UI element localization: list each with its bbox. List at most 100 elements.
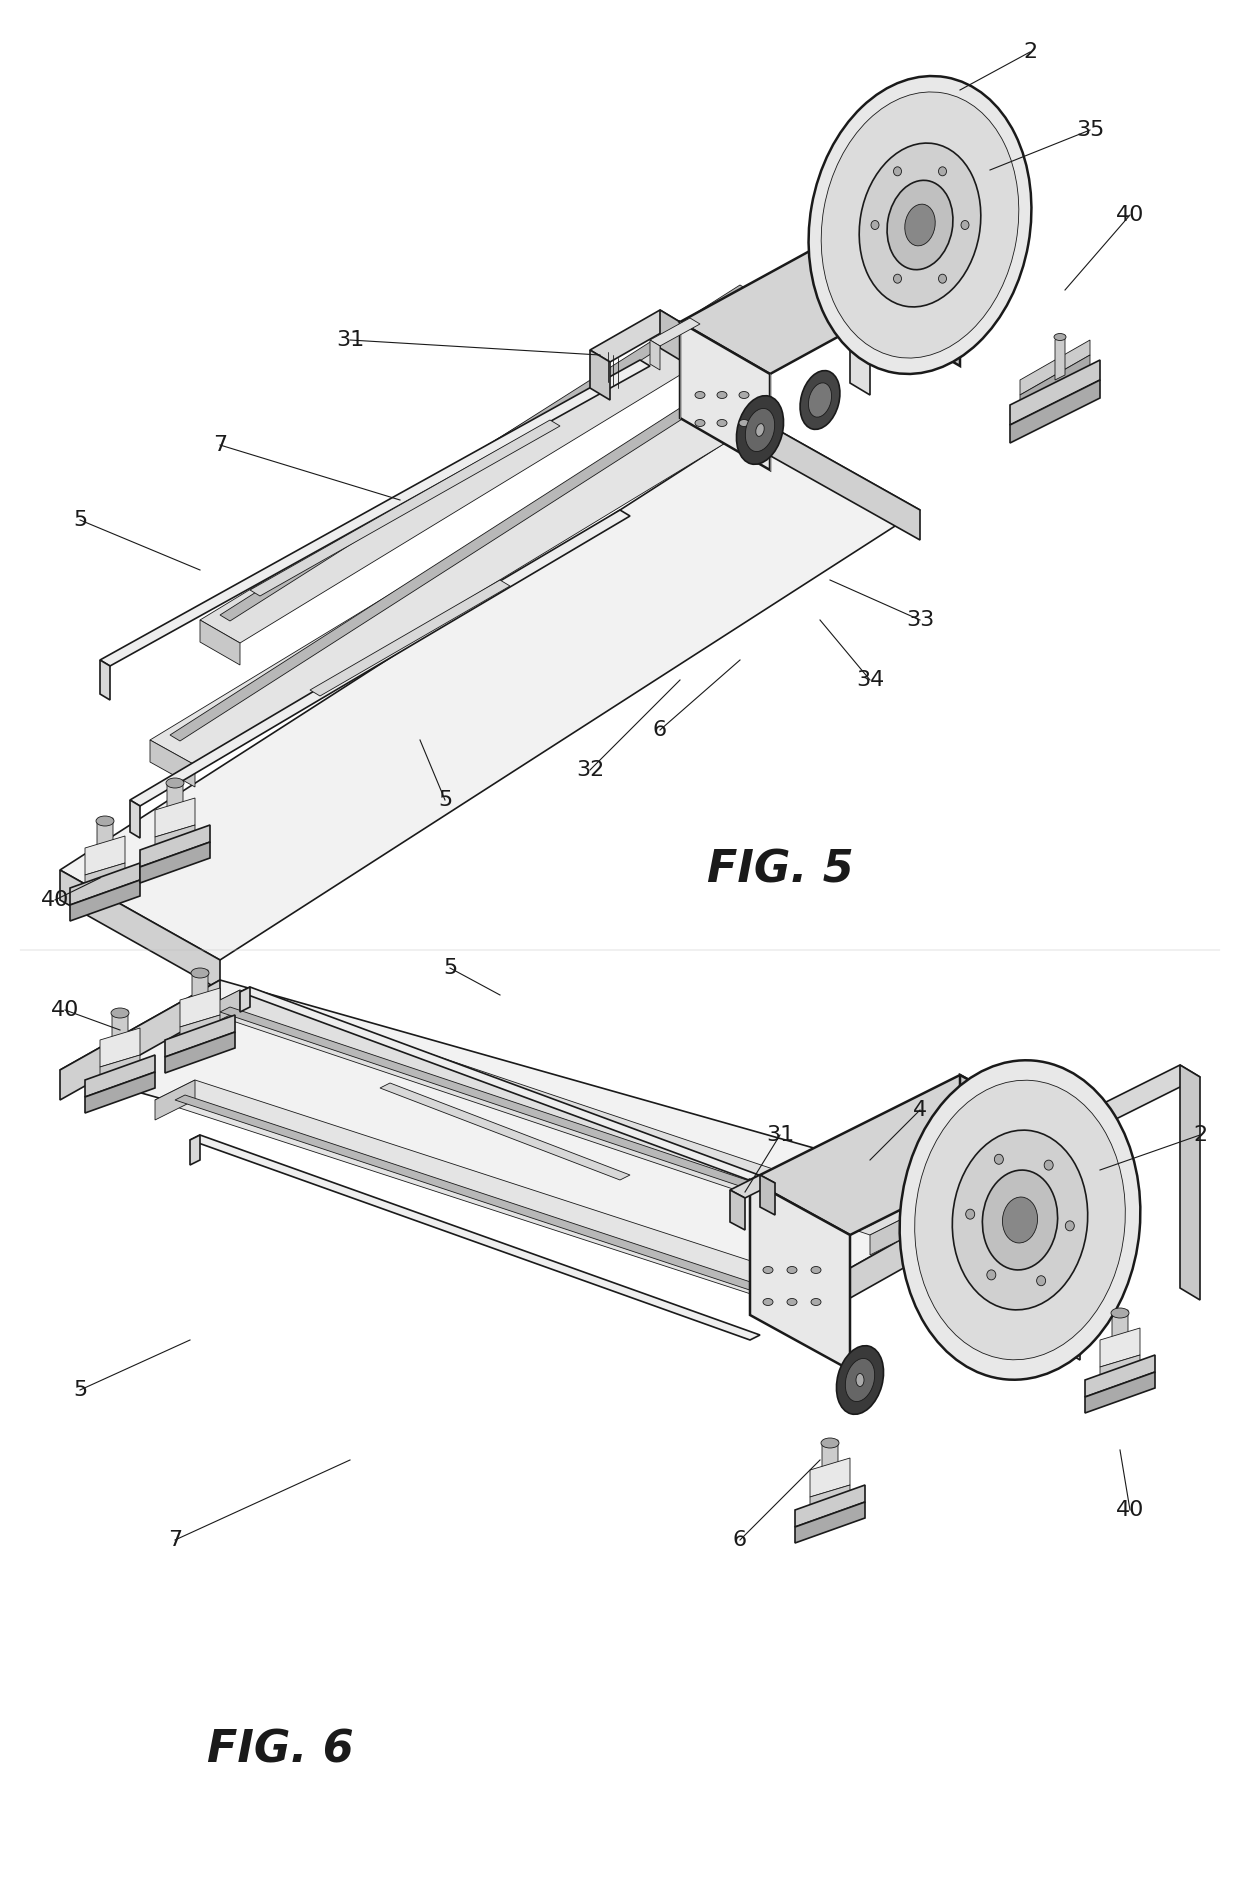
Polygon shape bbox=[750, 1075, 1060, 1235]
Polygon shape bbox=[730, 1174, 775, 1199]
Text: 34: 34 bbox=[856, 670, 884, 691]
Polygon shape bbox=[870, 219, 960, 365]
Ellipse shape bbox=[808, 76, 1032, 375]
Polygon shape bbox=[250, 421, 560, 596]
Polygon shape bbox=[69, 862, 140, 906]
Polygon shape bbox=[795, 1501, 866, 1543]
Polygon shape bbox=[760, 1174, 775, 1214]
Polygon shape bbox=[650, 341, 660, 369]
Polygon shape bbox=[241, 988, 250, 1012]
Ellipse shape bbox=[846, 1359, 874, 1401]
Ellipse shape bbox=[745, 409, 775, 451]
Ellipse shape bbox=[900, 1060, 1141, 1380]
Ellipse shape bbox=[915, 1081, 1126, 1361]
Text: 35: 35 bbox=[1076, 120, 1104, 141]
Text: 5: 5 bbox=[73, 1380, 87, 1401]
Ellipse shape bbox=[966, 1208, 975, 1220]
Polygon shape bbox=[97, 818, 113, 853]
Ellipse shape bbox=[905, 204, 935, 245]
Polygon shape bbox=[379, 1083, 630, 1180]
Polygon shape bbox=[1055, 335, 1065, 381]
Polygon shape bbox=[60, 980, 219, 1100]
Polygon shape bbox=[100, 660, 110, 700]
Ellipse shape bbox=[763, 1267, 773, 1273]
Text: 7: 7 bbox=[167, 1530, 182, 1551]
Polygon shape bbox=[1021, 356, 1090, 409]
Polygon shape bbox=[970, 133, 990, 329]
Polygon shape bbox=[750, 1180, 849, 1370]
Polygon shape bbox=[1180, 1066, 1200, 1300]
Polygon shape bbox=[810, 1458, 849, 1498]
Ellipse shape bbox=[811, 1267, 821, 1273]
Polygon shape bbox=[155, 797, 195, 837]
Ellipse shape bbox=[717, 419, 727, 426]
Ellipse shape bbox=[821, 1439, 839, 1448]
Ellipse shape bbox=[856, 1374, 864, 1387]
Text: 40: 40 bbox=[41, 891, 69, 910]
Polygon shape bbox=[1011, 381, 1100, 443]
Polygon shape bbox=[60, 980, 980, 1285]
Polygon shape bbox=[1112, 1309, 1128, 1345]
Ellipse shape bbox=[739, 392, 749, 398]
Text: 33: 33 bbox=[906, 611, 934, 630]
Polygon shape bbox=[800, 1290, 839, 1330]
Text: 31: 31 bbox=[766, 1125, 794, 1146]
Polygon shape bbox=[190, 1134, 200, 1165]
Polygon shape bbox=[100, 1028, 140, 1068]
Text: 7: 7 bbox=[213, 436, 227, 455]
Ellipse shape bbox=[694, 392, 706, 398]
Polygon shape bbox=[69, 879, 140, 921]
Ellipse shape bbox=[787, 1267, 797, 1273]
Polygon shape bbox=[180, 988, 219, 1028]
Polygon shape bbox=[660, 310, 680, 360]
Polygon shape bbox=[219, 285, 750, 620]
Text: 40: 40 bbox=[51, 999, 79, 1020]
Polygon shape bbox=[155, 1081, 839, 1309]
Polygon shape bbox=[100, 1054, 140, 1081]
Polygon shape bbox=[86, 1071, 155, 1113]
Polygon shape bbox=[190, 1134, 760, 1340]
Polygon shape bbox=[795, 1484, 866, 1526]
Polygon shape bbox=[849, 198, 870, 396]
Polygon shape bbox=[155, 1081, 195, 1121]
Polygon shape bbox=[750, 285, 790, 329]
Polygon shape bbox=[590, 310, 680, 362]
Polygon shape bbox=[241, 988, 839, 1210]
Text: 32: 32 bbox=[575, 759, 604, 780]
Ellipse shape bbox=[939, 274, 946, 284]
Polygon shape bbox=[140, 826, 210, 868]
Polygon shape bbox=[150, 740, 195, 788]
Ellipse shape bbox=[859, 143, 981, 306]
Ellipse shape bbox=[1044, 1161, 1053, 1170]
Polygon shape bbox=[1060, 1066, 1200, 1136]
Polygon shape bbox=[200, 990, 910, 1235]
Ellipse shape bbox=[961, 221, 968, 230]
Polygon shape bbox=[1011, 360, 1100, 424]
Polygon shape bbox=[150, 400, 755, 765]
Text: FIG. 5: FIG. 5 bbox=[707, 849, 853, 891]
Polygon shape bbox=[1085, 1355, 1154, 1397]
Polygon shape bbox=[155, 826, 195, 851]
Ellipse shape bbox=[112, 1009, 129, 1018]
Ellipse shape bbox=[787, 1298, 797, 1305]
Ellipse shape bbox=[800, 371, 839, 430]
Ellipse shape bbox=[994, 1155, 1003, 1165]
Polygon shape bbox=[130, 799, 140, 837]
Ellipse shape bbox=[894, 274, 901, 284]
Polygon shape bbox=[165, 1014, 236, 1056]
Polygon shape bbox=[650, 318, 701, 346]
Text: 2: 2 bbox=[1023, 42, 1037, 63]
Polygon shape bbox=[200, 285, 790, 643]
Ellipse shape bbox=[717, 392, 727, 398]
Polygon shape bbox=[167, 780, 184, 814]
Polygon shape bbox=[100, 360, 650, 666]
Polygon shape bbox=[192, 971, 208, 1005]
Polygon shape bbox=[822, 1441, 838, 1475]
Polygon shape bbox=[1100, 1328, 1140, 1366]
Polygon shape bbox=[1060, 1125, 1080, 1361]
Polygon shape bbox=[200, 990, 241, 1030]
Ellipse shape bbox=[95, 816, 114, 826]
Text: 5: 5 bbox=[443, 957, 458, 978]
Polygon shape bbox=[870, 1214, 910, 1254]
Ellipse shape bbox=[808, 383, 832, 417]
